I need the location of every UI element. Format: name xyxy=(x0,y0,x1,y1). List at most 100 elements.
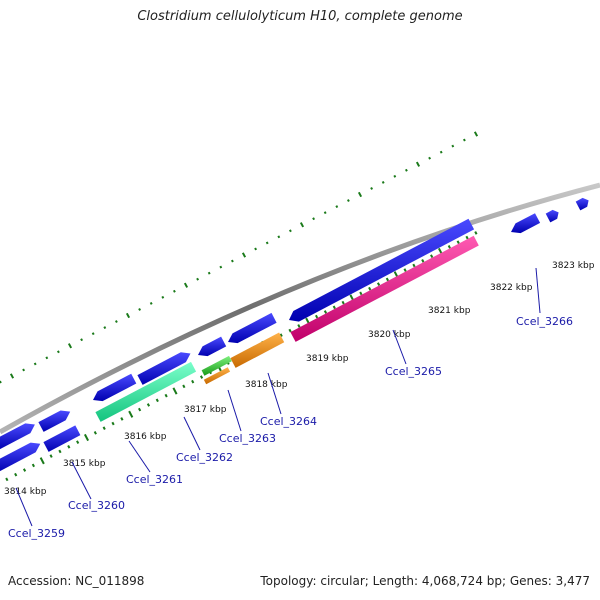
kbp-label: 3821 kbp xyxy=(428,306,471,316)
kbp-labels: 3814 kbp 3815 kbp 3816 kbp 3817 kbp 3818 kbp… xyxy=(4,261,595,497)
outer-tick xyxy=(0,380,2,384)
inner-tick xyxy=(67,445,71,449)
gene-label-leader xyxy=(71,461,92,500)
outer-tick xyxy=(335,205,339,209)
outer-tick-track xyxy=(0,131,479,384)
gene-upper xyxy=(198,336,227,357)
gene-label: Ccel_3262 xyxy=(176,451,233,464)
inner-tick xyxy=(297,324,301,328)
outer-tick xyxy=(473,131,479,137)
genome-backbone xyxy=(0,182,600,435)
inner-tick xyxy=(323,310,328,314)
kbp-label: 3823 kbp xyxy=(552,261,595,271)
gene-upper xyxy=(137,352,191,385)
kbp-label: 3822 kbp xyxy=(490,283,533,293)
gene-upper xyxy=(228,312,277,344)
gene-label: Ccel_3259 xyxy=(8,527,65,540)
inner-tick xyxy=(447,245,451,249)
gene-label: Ccel_3266 xyxy=(516,315,573,328)
inner-tick xyxy=(403,268,407,272)
outer-tick xyxy=(393,174,397,178)
gene-lower xyxy=(203,367,231,385)
outer-tick xyxy=(323,211,327,215)
outer-tick xyxy=(370,187,373,190)
outer-tick xyxy=(207,271,211,275)
gene-upper xyxy=(511,213,541,234)
kbp-label: 3815 kbp xyxy=(63,459,106,469)
outer-tick xyxy=(138,308,141,311)
outer-tick xyxy=(219,265,223,269)
outer-tick xyxy=(415,161,421,167)
outer-tick xyxy=(57,350,60,354)
outer-tick xyxy=(254,247,257,251)
gene-label-leader xyxy=(267,372,282,415)
outer-tick xyxy=(183,282,189,288)
gene-label: Ccel_3265 xyxy=(385,365,442,378)
outer-tick xyxy=(265,241,269,245)
outer-tick xyxy=(161,295,165,299)
outer-tick xyxy=(277,235,281,239)
gene-upper xyxy=(289,218,475,322)
inner-tick xyxy=(102,426,106,430)
gene-label: Ccel_3261 xyxy=(126,473,183,486)
inner-tick xyxy=(31,463,35,468)
inner-tick xyxy=(58,449,62,454)
inner-tick xyxy=(76,440,80,444)
outer-tick xyxy=(45,356,49,360)
inner-tick xyxy=(111,421,115,426)
gene-upper xyxy=(575,197,589,211)
outer-tick xyxy=(428,156,431,160)
gene-upper xyxy=(545,209,559,223)
inner-tick xyxy=(368,286,372,291)
outer-tick xyxy=(115,320,118,323)
outer-tick xyxy=(241,252,247,258)
outer-tick xyxy=(289,229,292,233)
accession-text: Accession: NC_011898 xyxy=(8,574,145,588)
inner-tick xyxy=(138,407,142,412)
gene-label-leader xyxy=(183,416,201,451)
gene-lower xyxy=(290,235,479,342)
inner-tick xyxy=(421,259,425,263)
gene-label: Ccel_3264 xyxy=(260,415,317,428)
gene-label: Ccel_3260 xyxy=(68,499,125,512)
backbone-line xyxy=(0,182,600,435)
gene-upper xyxy=(0,423,35,450)
gene-upper xyxy=(93,373,137,402)
outer-tick xyxy=(231,259,234,263)
outer-tick xyxy=(381,180,385,184)
outer-tick xyxy=(451,144,455,148)
inner-tick xyxy=(182,384,186,389)
inner-tick xyxy=(191,379,195,384)
kbp-label: 3816 kbp xyxy=(124,432,167,442)
gene-lower xyxy=(201,355,232,376)
inner-tick xyxy=(83,433,90,442)
gene-lower xyxy=(95,361,197,422)
inner-tick xyxy=(376,282,381,286)
inner-tick xyxy=(412,263,416,268)
inner-tick xyxy=(199,375,204,379)
gene-track xyxy=(0,197,589,472)
inner-tick xyxy=(14,472,18,477)
inner-tick xyxy=(128,410,134,418)
gene-label: Ccel_3263 xyxy=(219,432,276,445)
kbp-label: 3820 kbp xyxy=(368,330,411,340)
outer-tick xyxy=(91,332,95,336)
kbp-label: 3814 kbp xyxy=(4,487,47,497)
outer-tick xyxy=(299,222,305,228)
inner-tick xyxy=(279,333,283,337)
outer-tick xyxy=(22,368,25,372)
inner-tick xyxy=(332,305,336,310)
outer-tick xyxy=(347,199,350,202)
gene-label-leader xyxy=(15,487,33,527)
inner-tick xyxy=(39,457,45,465)
gene-lower xyxy=(43,425,81,452)
genome-summary-text: Topology: circular; Length: 4,068,724 bp… xyxy=(260,574,590,588)
inner-tick xyxy=(385,277,389,282)
outer-tick xyxy=(9,373,15,379)
inner-tick xyxy=(474,231,478,235)
inner-tick xyxy=(430,254,434,258)
outer-tick xyxy=(149,301,153,305)
gene-upper xyxy=(38,410,71,432)
